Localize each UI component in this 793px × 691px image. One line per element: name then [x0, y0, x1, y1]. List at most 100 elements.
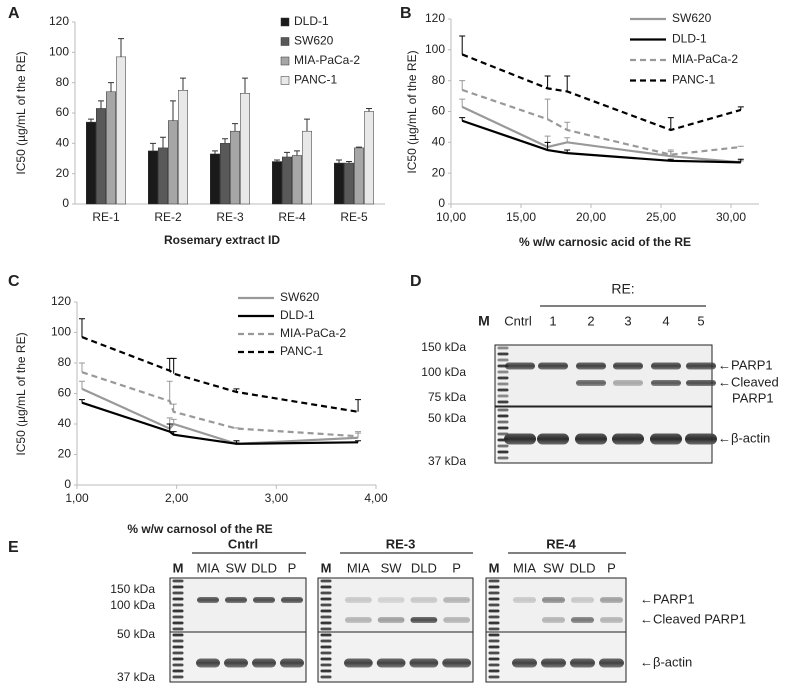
band-label: ←PARP1	[718, 357, 773, 372]
y-tick-label: 20	[432, 165, 446, 179]
marker-band	[497, 414, 509, 418]
lane-label: Cntrl	[504, 313, 532, 328]
band	[537, 433, 569, 445]
marker-band	[320, 657, 332, 661]
bar	[116, 56, 126, 205]
y-tick-label: 0	[62, 196, 69, 210]
error-bar	[170, 357, 177, 374]
x-axis-label: % w/w carnosol of the RE	[127, 522, 272, 536]
bar	[334, 162, 344, 205]
error-bar	[336, 159, 342, 164]
marker-band	[320, 627, 332, 631]
y-tick-label: 80	[58, 355, 72, 369]
bar	[354, 147, 364, 205]
lane-label: 3	[624, 313, 631, 328]
band	[613, 362, 643, 370]
band	[571, 617, 594, 623]
lane-label: P	[288, 560, 297, 575]
marker-band	[172, 651, 184, 655]
marker-band	[497, 394, 509, 398]
size-label: 37 kDa	[117, 670, 155, 684]
y-tick-label: 0	[438, 196, 445, 210]
y-tick-label: 20	[56, 166, 70, 180]
marker-band	[172, 657, 184, 661]
bar	[106, 91, 116, 205]
error-bar	[564, 121, 571, 130]
y-tick-label: 40	[56, 136, 70, 150]
line	[81, 371, 359, 438]
band	[281, 597, 303, 603]
band	[651, 362, 681, 370]
marker-band	[497, 456, 509, 460]
lane-label: P	[607, 560, 616, 575]
marker-band	[497, 450, 509, 454]
bar	[292, 155, 302, 205]
marker-band	[320, 651, 332, 655]
bar	[178, 90, 188, 205]
lane-label: SW	[543, 560, 565, 575]
x-axis-label: Rosemary extract ID	[164, 233, 280, 247]
y-tick-label: 40	[58, 416, 72, 430]
line	[81, 401, 359, 445]
y-tick-label: 80	[56, 75, 70, 89]
legend-swatch	[280, 37, 290, 46]
lane-label: MIA	[196, 560, 219, 575]
legend-label: MIA-PaCa-2	[672, 52, 738, 66]
band	[542, 617, 565, 623]
error-bar	[212, 150, 218, 154]
y-tick-label: 120	[49, 14, 69, 28]
marker-band	[320, 615, 332, 619]
marker-band	[497, 382, 509, 386]
marker-band	[172, 615, 184, 619]
lane-label: MIA	[513, 560, 536, 575]
marker-band	[488, 669, 500, 673]
size-label: 150 kDa	[421, 340, 466, 354]
legend-label: PANC-1	[672, 73, 715, 87]
lane-label: SW	[381, 560, 403, 575]
marker-band	[488, 579, 500, 583]
line	[461, 119, 741, 164]
x-tick-label: 4,00	[364, 491, 388, 505]
band	[685, 433, 717, 445]
band-label: ←Cleaved	[718, 374, 779, 389]
band	[613, 380, 643, 386]
error-bar	[346, 161, 352, 164]
legend-label: DLD-1	[672, 32, 707, 46]
error-bar	[222, 138, 228, 144]
marker-band	[172, 585, 184, 589]
error-bar	[166, 380, 173, 402]
marker-band	[172, 597, 184, 601]
error-bar	[78, 318, 85, 338]
error-bar	[118, 38, 124, 57]
x-tick-label: 25,00	[646, 210, 676, 224]
y-tick-label: 120	[51, 294, 71, 308]
marker-band	[497, 426, 509, 430]
y-axis-label: IC50 (µg/mL of the RE)	[405, 50, 419, 173]
bar	[220, 143, 230, 205]
marker-band	[488, 597, 500, 601]
band	[541, 658, 566, 668]
marker-band	[497, 432, 509, 436]
error-bar	[232, 123, 238, 132]
panel-letter: C	[8, 273, 20, 290]
legend-swatch	[280, 56, 290, 66]
legend-label: SW620	[280, 290, 320, 304]
lane-label: M	[173, 560, 184, 575]
marker-band	[488, 657, 500, 661]
blot-bottom	[317, 631, 474, 683]
blot-bottom	[169, 631, 307, 683]
error-bar	[78, 399, 85, 403]
marker-band	[320, 633, 332, 637]
y-tick-label: 20	[58, 447, 72, 461]
error-bar	[108, 82, 114, 92]
error-bar	[294, 150, 300, 156]
marker-band	[497, 376, 509, 380]
marker-band	[488, 633, 500, 637]
blot-top	[485, 577, 627, 633]
lane-label: DLD	[251, 560, 277, 575]
size-label: 50 kDa	[117, 627, 155, 641]
size-label: 100 kDa	[110, 598, 155, 612]
marker-band	[488, 627, 500, 631]
error-bar	[355, 440, 362, 443]
legend-label: PANC-1	[294, 73, 337, 87]
